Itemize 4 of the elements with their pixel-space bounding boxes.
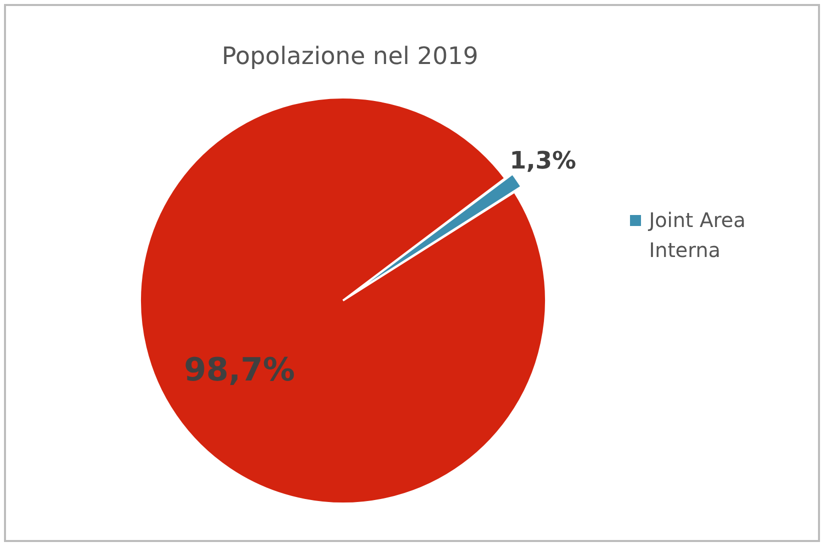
legend-label: Joint Area Interna <box>649 207 747 264</box>
data-label: 1,3% <box>510 146 576 175</box>
chart-title: Popolazione nel 2019 <box>220 42 480 70</box>
data-label: 98,7% <box>184 350 295 388</box>
